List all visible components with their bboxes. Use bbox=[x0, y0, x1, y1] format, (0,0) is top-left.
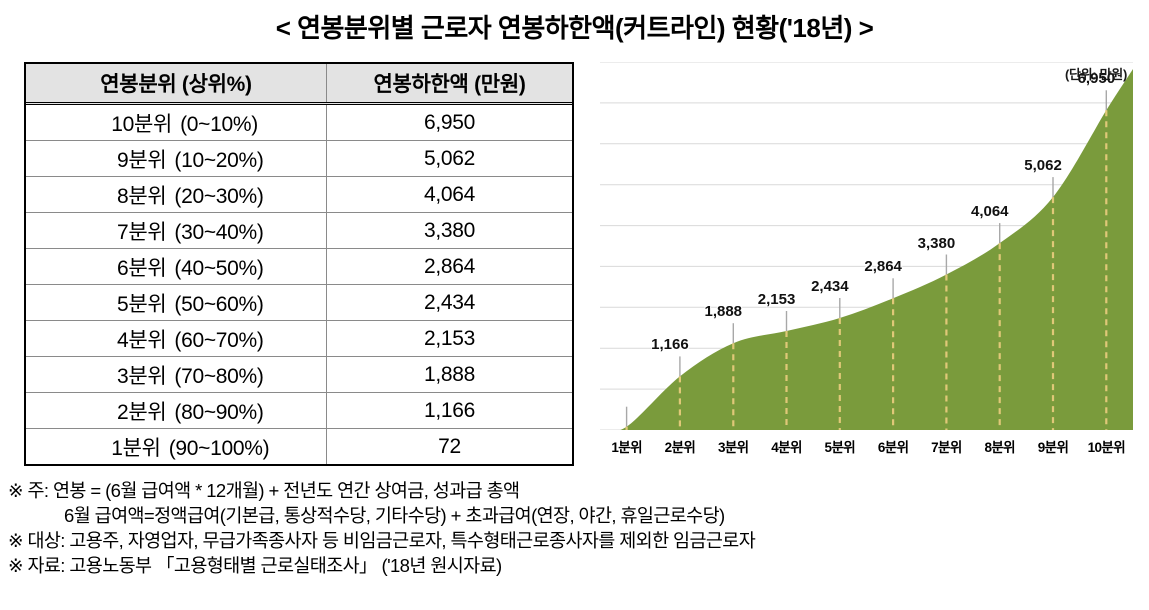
table-row: 8분위 (20~30%) 4,064 bbox=[26, 176, 572, 213]
x-axis-label: 1분위 bbox=[611, 440, 642, 455]
table-row: 1분위 (90~100%) 72 bbox=[26, 428, 572, 464]
cell-cutoff-value: 2,153 bbox=[326, 320, 572, 357]
table-row: 10분위 (0~10%) 6,950 bbox=[26, 103, 572, 141]
footnotes: ※ 주: 연봉 = (6월 급여액 * 12개월) + 전년도 연간 상여금, … bbox=[8, 478, 1148, 578]
cell-quantile: 1분위 (90~100%) bbox=[26, 428, 327, 464]
cell-quantile: 2분위 (80~90%) bbox=[26, 392, 327, 429]
quantile-rank: 7분위 bbox=[116, 220, 167, 244]
table-row: 2분위 (80~90%) 1,166 bbox=[26, 392, 572, 429]
chart-plot-area bbox=[600, 62, 1133, 430]
x-axis-label: 4분위 bbox=[771, 440, 802, 455]
quantile-rank: 4분위 bbox=[116, 328, 167, 352]
quantile-range: (90~100%) bbox=[168, 436, 270, 460]
table-row: 4분위 (60~70%) 2,153 bbox=[26, 320, 572, 357]
data-label: 4,064 bbox=[970, 203, 1009, 221]
quantile-rank: 5분위 bbox=[116, 292, 167, 316]
footnote-line: 6월 급여액=정액급여(기본급, 통상적수당, 기타수당) + 초과급여(연장,… bbox=[64, 505, 725, 526]
chart-gridlines bbox=[600, 62, 1133, 430]
cell-quantile: 3분위 (70~80%) bbox=[26, 356, 327, 393]
data-label: 3,380 bbox=[917, 234, 956, 252]
quantile-rank: 1분위 bbox=[111, 436, 161, 460]
footnote-line: ※ 자료: 고용노동부 「고용형태별 근로실태조사」 ('18년 원시자료) bbox=[8, 555, 502, 576]
footnote-line: ※ 대상: 고용주, 자영업자, 무급가족종사자 등 비임금근로자, 특수형태근… bbox=[8, 530, 756, 551]
cell-cutoff-value: 5,062 bbox=[326, 140, 572, 177]
data-label: 2,864 bbox=[864, 258, 902, 276]
table-row: 7분위 (30~40%) 3,380 bbox=[26, 212, 572, 249]
page-title: < 연봉분위별 근로자 연봉하한액(커트라인) 현황('18년) > bbox=[275, 13, 874, 43]
area-chart: (단위: 만원) 1,166 1,888 2,153 2,434 2,864 3,380 4… bbox=[600, 62, 1133, 430]
x-axis-label: 2분위 bbox=[664, 440, 696, 455]
quantile-range: (80~90%) bbox=[174, 400, 264, 424]
data-label: 2,434 bbox=[811, 278, 849, 296]
cell-quantile: 4분위 (60~70%) bbox=[26, 320, 327, 357]
cell-cutoff-value: 1,166 bbox=[326, 392, 572, 429]
quantile-range: (60~70%) bbox=[174, 328, 264, 352]
x-axis-label: 10분위 bbox=[1087, 440, 1126, 455]
data-label: 2,153 bbox=[757, 290, 796, 308]
x-axis-label: 5분위 bbox=[824, 440, 856, 455]
quantile-range: (50~60%) bbox=[174, 292, 264, 316]
quantile-rank: 8분위 bbox=[116, 184, 167, 208]
table-row: 3분위 (70~80%) 1,888 bbox=[26, 356, 572, 393]
quantile-table: 연봉분위 (상위%) 연봉하한액 (만원) 10분위 (0~10%) 6,950 9분… bbox=[24, 62, 574, 466]
footnote-line: ※ 주: 연봉 = (6월 급여액 * 12개월) + 전년도 연간 상여금, … bbox=[8, 480, 520, 501]
quantile-rank: 10분위 bbox=[111, 112, 173, 136]
table-row: 5분위 (50~60%) 2,434 bbox=[26, 284, 572, 321]
cell-quantile: 10분위 (0~10%) bbox=[26, 103, 327, 141]
cell-cutoff-value: 3,380 bbox=[326, 212, 572, 249]
quantile-range: (10~20%) bbox=[174, 148, 264, 172]
data-label: 1,888 bbox=[704, 303, 743, 321]
x-axis-label: 3분위 bbox=[717, 440, 749, 455]
cell-cutoff-value: 1,888 bbox=[326, 356, 572, 393]
quantile-rank: 2분위 bbox=[116, 400, 167, 424]
chart-area-series bbox=[600, 69, 1133, 430]
column-header-quantile: 연봉분위 (상위%) bbox=[26, 64, 327, 105]
quantile-rank: 9분위 bbox=[116, 148, 167, 172]
data-label: 6,950 bbox=[1077, 70, 1116, 88]
cell-quantile: 6분위 (40~50%) bbox=[26, 248, 327, 285]
cell-cutoff-value: 4,064 bbox=[326, 176, 572, 213]
data-label: 1,166 bbox=[651, 336, 689, 354]
x-axis-label: 7분위 bbox=[931, 440, 962, 455]
table-header-row: 연봉분위 (상위%) 연봉하한액 (만원) bbox=[26, 64, 572, 105]
x-axis-label: 6분위 bbox=[877, 440, 909, 455]
quantile-rank: 6분위 bbox=[116, 256, 167, 280]
quantile-range: (0~10%) bbox=[180, 112, 258, 136]
cell-cutoff-value: 6,950 bbox=[326, 103, 572, 141]
quantile-range: (40~50%) bbox=[174, 256, 264, 280]
quantile-range: (30~40%) bbox=[174, 220, 264, 244]
chart-unit-label: (단위: 만원) bbox=[1064, 67, 1127, 82]
chart-point-markers bbox=[625, 90, 1108, 430]
cell-quantile: 7분위 (30~40%) bbox=[26, 212, 327, 249]
table-row: 6분위 (40~50%) 2,864 bbox=[26, 248, 572, 285]
quantile-rank: 3분위 bbox=[116, 364, 167, 388]
x-axis-label: 8분위 bbox=[984, 440, 1015, 455]
x-axis-label: 9분위 bbox=[1037, 440, 1069, 455]
cell-quantile: 9분위 (10~20%) bbox=[26, 140, 327, 177]
cell-quantile: 8분위 (20~30%) bbox=[26, 176, 327, 213]
table-row: 9분위 (10~20%) 5,062 bbox=[26, 140, 572, 177]
cell-quantile: 5분위 (50~60%) bbox=[26, 284, 327, 321]
quantile-range: (70~80%) bbox=[174, 364, 264, 388]
quantile-range: (20~30%) bbox=[174, 184, 264, 208]
chart-x-axis-labels: 1분위 2분위 3분위 4분위 5분위 6분위 7분위 8분위 9분위 10분위 bbox=[600, 436, 1133, 458]
cell-cutoff-value: 2,864 bbox=[326, 248, 572, 285]
data-label: 5,062 bbox=[1024, 157, 1062, 175]
cell-cutoff-value: 2,434 bbox=[326, 284, 572, 321]
column-header-cutoff: 연봉하한액 (만원) bbox=[326, 64, 572, 105]
cell-cutoff-value: 72 bbox=[326, 428, 572, 464]
